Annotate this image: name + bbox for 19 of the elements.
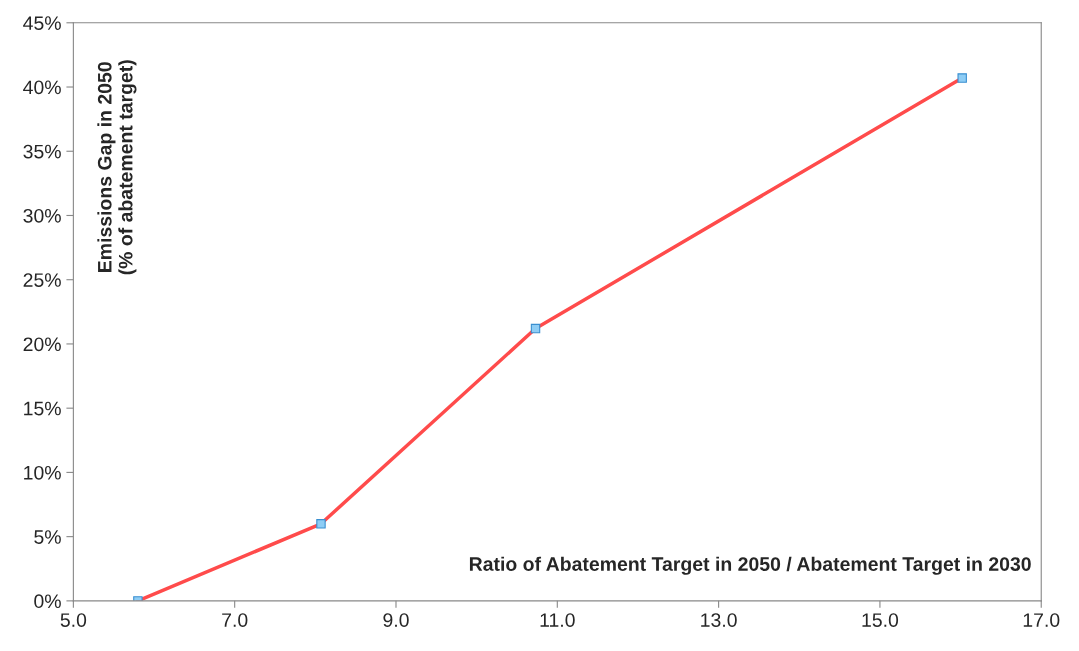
y-tick-label: 20% [23, 337, 61, 352]
x-tick-label: 17.0 [1023, 613, 1060, 627]
x-tick-label: 7.0 [222, 613, 248, 627]
y-tick-label: 25% [23, 273, 61, 287]
x-tick-label: 13.0 [701, 613, 737, 627]
y-tick-label: 15% [24, 401, 61, 416]
y-tick-label: 5% [34, 530, 61, 544]
y-tick-label: 35% [23, 144, 61, 159]
y-tick-label: 10% [24, 465, 61, 480]
x-tick-label: 5.0 [60, 613, 87, 627]
x-tick-label: 11.0 [540, 613, 575, 627]
x-tick-label: 9.0 [383, 613, 409, 627]
x-axis-title: Ratio of Abatement Target in 2050 / Abatement Target in 2030 [469, 556, 1031, 575]
y-tick-label: 40% [23, 80, 61, 95]
y-tick-label: 0% [34, 594, 61, 609]
x-tick-label: 15.0 [862, 613, 899, 627]
y-tick-label: 45% [23, 16, 61, 31]
y-tick-label: 30% [23, 208, 61, 223]
y-axis-title: Emissions Gap in 2050 (% of abatement target) [97, 60, 137, 275]
